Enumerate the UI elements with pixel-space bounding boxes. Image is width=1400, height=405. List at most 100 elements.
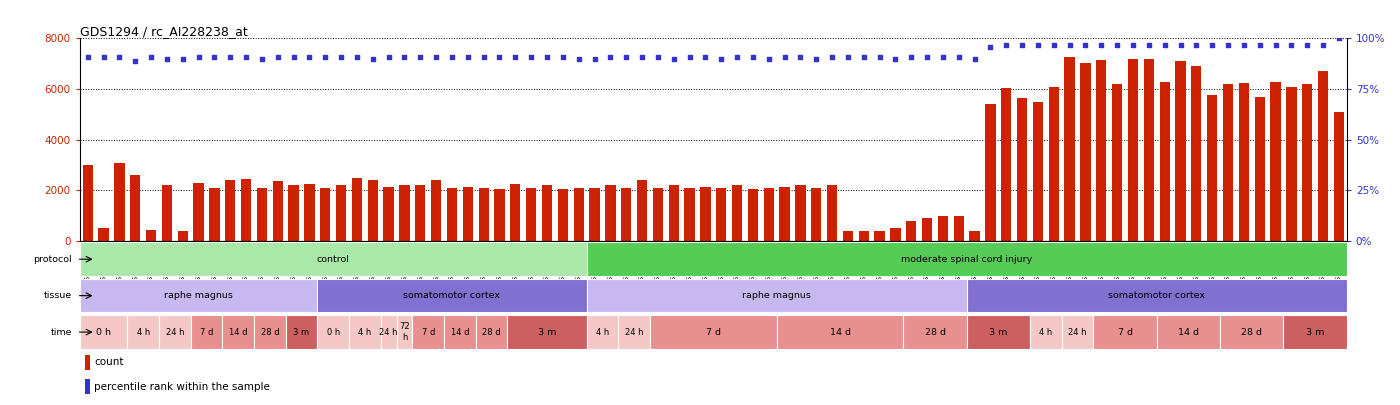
Point [218,53,241,60]
Bar [83,165,92,241]
Bar [906,221,917,241]
Point [1074,41,1096,48]
Bar [526,188,536,241]
Bar [225,180,235,241]
Bar [84,355,90,370]
Point [1091,41,1113,48]
Point [1232,41,1254,48]
Text: 14 d: 14 d [829,328,851,337]
Bar [1159,81,1170,241]
Point [742,53,764,60]
Point [1249,41,1271,48]
FancyBboxPatch shape [413,315,444,349]
Bar [178,231,188,241]
Bar [1096,60,1106,241]
Text: 3 m: 3 m [1306,328,1324,337]
FancyBboxPatch shape [349,315,381,349]
FancyBboxPatch shape [966,279,1347,312]
Bar [986,104,995,241]
Bar [84,379,90,394]
Point [1296,41,1319,48]
Point [567,55,589,62]
Bar [953,215,965,241]
Point [615,53,637,60]
Text: 14 d: 14 d [1177,328,1198,337]
Point [1011,41,1033,48]
Bar [557,189,568,241]
Bar [98,228,109,241]
Point [426,53,448,60]
Text: raphe magnus: raphe magnus [164,291,232,300]
Point [77,53,99,60]
Point [820,53,843,60]
Bar [193,183,204,241]
Text: 0 h: 0 h [326,328,340,337]
FancyBboxPatch shape [507,315,587,349]
Point [979,43,1001,50]
Text: time: time [50,328,71,337]
Bar [1064,58,1075,241]
Bar [351,178,363,241]
Text: 3 m: 3 m [990,328,1008,337]
Point [235,53,258,60]
FancyBboxPatch shape [1093,315,1156,349]
Bar [1112,84,1123,241]
Point [694,53,717,60]
Point [393,53,416,60]
Point [140,53,162,60]
Text: tissue: tissue [43,291,71,300]
Bar [858,231,869,241]
Point [853,53,875,60]
Text: 0 h: 0 h [97,328,111,337]
Bar [1302,84,1312,241]
Point [472,53,494,60]
Point [916,53,938,60]
Text: control: control [316,255,350,264]
Text: 24 h: 24 h [1068,328,1086,337]
Bar [1128,59,1138,241]
Bar [368,180,378,241]
Bar [589,188,599,241]
Point [1312,41,1334,48]
Point [679,53,701,60]
FancyBboxPatch shape [318,315,349,349]
Point [92,53,115,60]
Bar [574,188,584,241]
Point [504,53,526,60]
FancyBboxPatch shape [476,315,507,349]
FancyBboxPatch shape [286,315,318,349]
Bar [462,187,473,241]
Bar [1049,87,1058,241]
Point [837,53,860,60]
Point [1169,41,1191,48]
Bar [447,188,458,241]
FancyBboxPatch shape [1221,315,1284,349]
Bar [1033,102,1043,241]
FancyBboxPatch shape [1030,315,1061,349]
Text: 7 d: 7 d [1117,328,1133,337]
Bar [1001,88,1011,241]
Bar [115,162,125,241]
Bar [510,184,521,241]
Bar [241,179,251,241]
Point [172,55,195,62]
Bar [256,188,267,241]
Point [963,55,986,62]
Point [489,53,511,60]
Point [1327,35,1350,42]
Bar [1270,81,1281,241]
Point [710,55,732,62]
Point [647,53,669,60]
Bar [304,184,315,241]
Point [188,53,210,60]
Bar [827,185,837,241]
Bar [146,230,157,241]
Point [584,55,606,62]
FancyBboxPatch shape [80,279,318,312]
Bar [715,188,727,241]
Text: 3 m: 3 m [294,328,309,337]
Point [1121,41,1144,48]
Text: 72
h: 72 h [399,322,410,342]
Point [203,53,225,60]
Bar [1081,62,1091,241]
